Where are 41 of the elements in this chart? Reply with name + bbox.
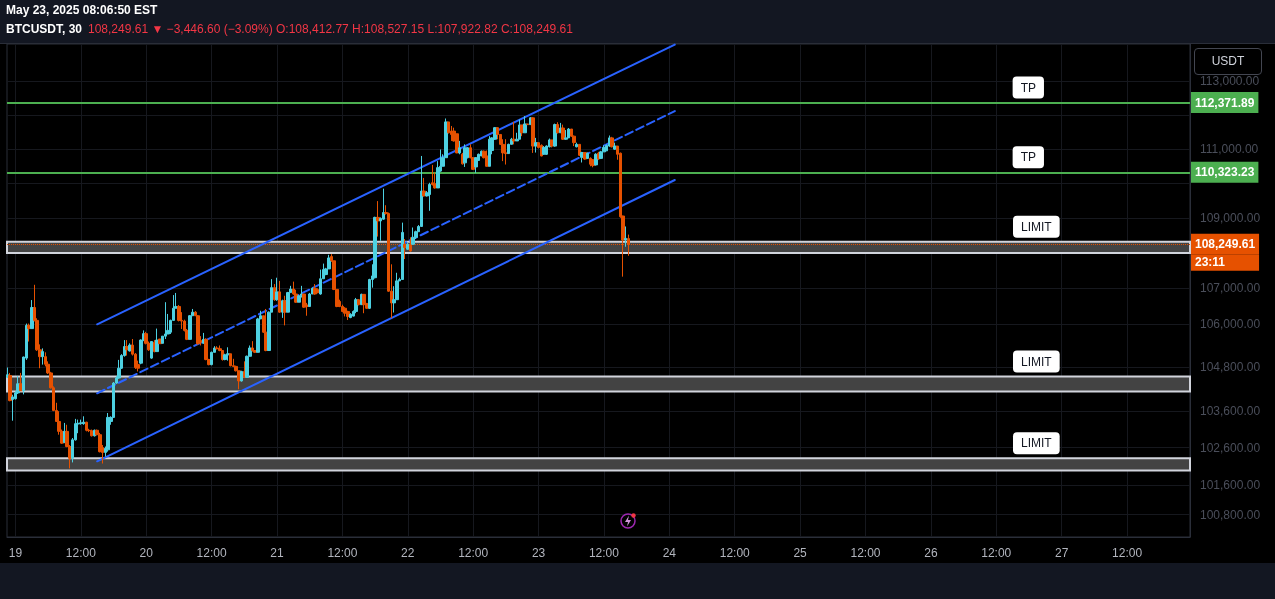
x-tick-label: 27 [1054,546,1069,560]
chart-title: BTCUSDT, 30 [6,22,83,36]
x-tick-label: 12:00 [719,546,751,560]
annotation: TP [1020,80,1036,95]
y-tick-label: 104,800.00 [1200,360,1261,375]
x-tick-label: 12:00 [1112,546,1143,560]
x-tick-label: 26 [924,546,938,560]
y-tick-label: 113,000.00 [1200,74,1260,89]
chart-subtitle: 108,249.61 ▼ −3,446.60 (−3.09%) O:108,412.77 H:108,527.15 L:107,922.82 C:108,249.61 [88,22,573,36]
x-tick-label: 25 [793,546,808,560]
y-tick-label: 102,600.00 [1200,440,1261,455]
x-tick-label: 12:00 [327,546,358,560]
x-tick-label: 12:00 [981,546,1012,560]
text: May 23, 2025 08:06:50 EST [6,2,159,19]
y-axis-title: USDT [1194,48,1262,75]
ref-line-label: 110,323.23 [1195,165,1255,180]
y-tick-label: 101,600.00 [1200,477,1261,492]
x-tick-label: 12:00 [196,546,227,560]
x-tick-label: 12:00 [850,546,881,560]
x-tick-label: 23 [531,546,546,560]
x-tick-label: 21 [270,546,284,560]
band-label: LIMIT [1021,354,1053,369]
text: 23:11 [1195,254,1226,269]
y-tick-label: 103,600.00 [1200,403,1261,418]
band-label: LIMIT [1021,436,1053,451]
y-tick-label: 109,000.00 [1200,211,1261,226]
y-tick-label: 106,000.00 [1200,316,1261,331]
annotation: TP [1020,150,1036,165]
x-tick-label: 19 [8,546,23,560]
y-tick-label: 111,000.00 [1200,142,1259,157]
x-tick-label: 24 [662,546,677,560]
x-tick-label: 12:00 [65,546,97,560]
y-tick-label: 100,800.00 [1200,507,1261,522]
x-tick-label: 12:00 [588,546,620,560]
x-tick-label: 12:00 [458,546,489,560]
y-tick-label: 107,000.00 [1200,281,1261,296]
ref-line-label: 108,249.61 [1195,237,1256,252]
x-tick-label: 20 [139,546,154,560]
ref-line-label: 112,371.89 [1195,95,1255,110]
x-tick-label: 22 [401,546,415,560]
band-label: LIMIT [1021,219,1053,234]
